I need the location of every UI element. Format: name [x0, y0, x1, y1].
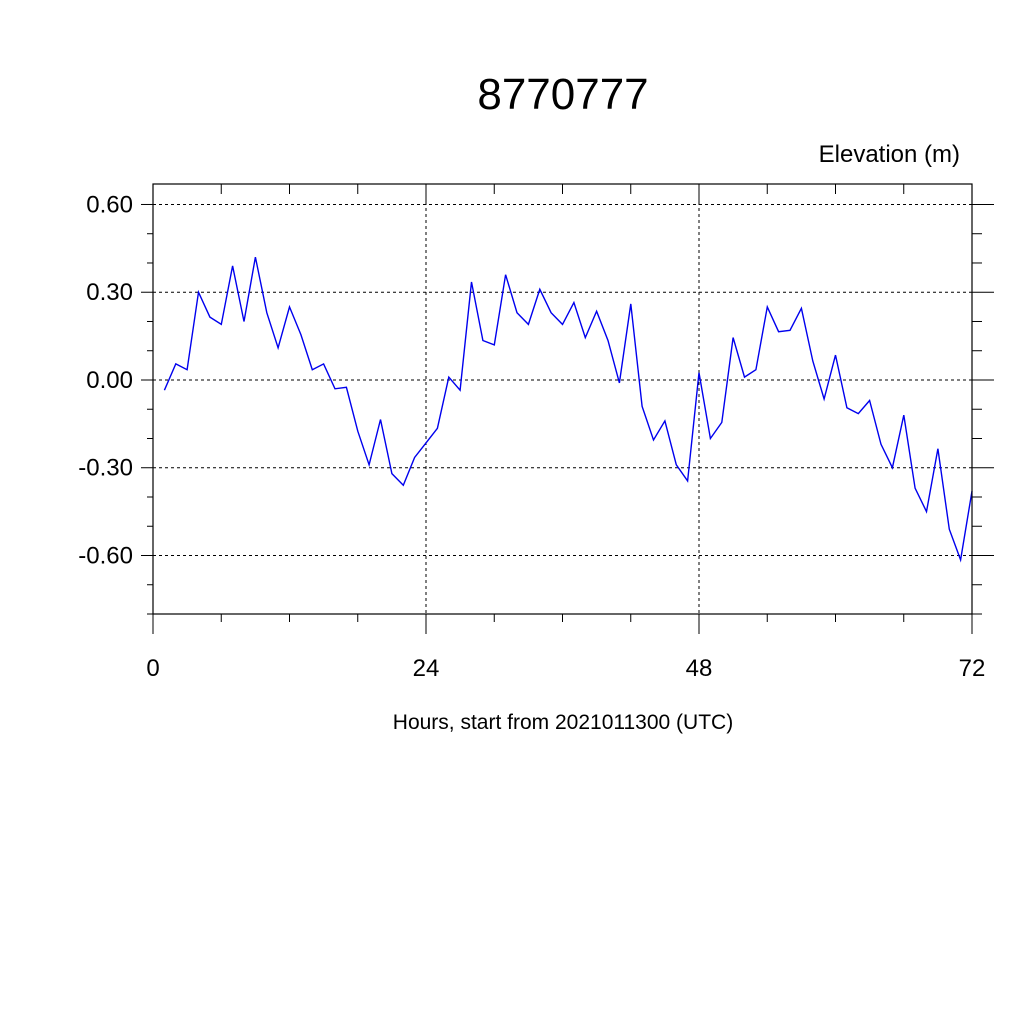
elevation-series-line: [163, 256, 973, 563]
y-tick-label: 0.30: [86, 279, 133, 306]
chart-title: 8770777: [477, 70, 648, 119]
x-tick-label: 48: [686, 655, 713, 682]
x-tick-labels: 0 24 48 72: [146, 655, 985, 682]
axis-ticks: [141, 184, 994, 634]
x-tick-label: 72: [959, 655, 986, 682]
y-tick-label: -0.30: [78, 455, 133, 482]
x-axis-title: Hours, start from 2021011300 (UTC): [393, 711, 733, 734]
series-group: [163, 256, 973, 563]
y-tick-label: -0.60: [78, 542, 133, 569]
x-tick-label: 24: [413, 655, 440, 682]
y-tick-labels: 0.60 0.30 0.00 -0.30 -0.60: [78, 191, 133, 569]
y-tick-label: 0.00: [86, 367, 133, 394]
plot-frame: [152, 183, 973, 615]
y-axis-unit-label: Elevation (m): [819, 141, 960, 168]
y-tick-label: 0.60: [86, 191, 133, 218]
grid-lines: [152, 184, 973, 614]
x-tick-label: 0: [146, 655, 159, 682]
